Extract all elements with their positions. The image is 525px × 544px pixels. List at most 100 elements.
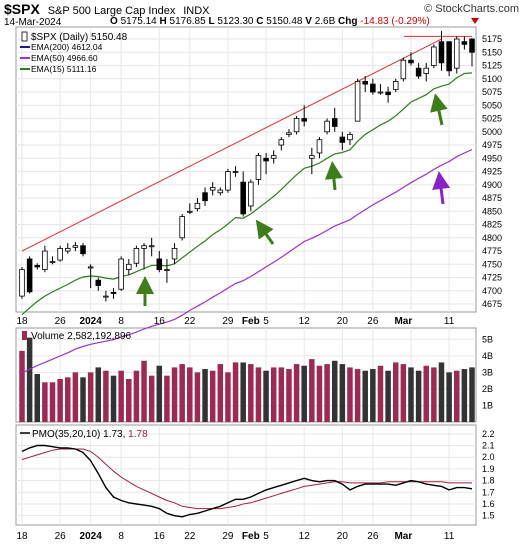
- volume-bar: [42, 382, 48, 422]
- candle-body: [64, 247, 71, 252]
- candle-body: [202, 192, 208, 202]
- price-tick-label: 4825: [482, 220, 502, 230]
- price-tick-label: 4950: [482, 153, 502, 163]
- volume-bar: [57, 378, 63, 422]
- pmo-lines: [21, 444, 473, 518]
- x-axis-label: 29: [222, 316, 234, 327]
- candle-body: [72, 245, 79, 248]
- brand-logo[interactable]: © StockCharts.com: [424, 3, 519, 15]
- volume-bar: [392, 362, 399, 422]
- legend-spx: $SPX (Daily) 5150.48: [31, 32, 128, 43]
- candle-body: [148, 245, 155, 248]
- volume-bar: [415, 370, 422, 422]
- candle-body: [103, 295, 109, 298]
- candle-body: [240, 181, 246, 215]
- volume-tick-label: 5B: [482, 334, 493, 344]
- price-tick-label: 5125: [482, 61, 502, 71]
- candle-body: [415, 67, 422, 77]
- candle-body: [392, 81, 399, 90]
- price-tick-label: 4750: [482, 259, 502, 269]
- price-tick-label: 5000: [482, 127, 502, 137]
- price-tick-label: 4700: [482, 286, 502, 296]
- volume-bar: [80, 377, 86, 422]
- price-tick-label: 4800: [482, 233, 502, 243]
- candle-swatch: [21, 31, 28, 42]
- volume-bar: [87, 372, 94, 422]
- index-name: S&P 500 Large Cap Index: [47, 5, 176, 17]
- candle-body: [126, 263, 132, 270]
- volume-bar: [370, 369, 376, 422]
- price-tick-label: 5075: [482, 87, 502, 97]
- candle-body: [217, 189, 224, 194]
- legend-ema50: EMA(50) 4966.60: [31, 53, 98, 63]
- volume-bar: [278, 367, 285, 422]
- x-axis-label: 16: [154, 531, 166, 542]
- price-tick-label: 4850: [482, 206, 502, 216]
- volume-bar: [461, 369, 468, 422]
- price-tick-label: 4675: [482, 299, 502, 309]
- volume-bar: [377, 365, 384, 422]
- candle-body: [156, 258, 163, 270]
- volume-bar: [347, 367, 353, 422]
- volume-bar: [34, 374, 40, 422]
- candle-body: [347, 134, 353, 141]
- price-tick-label: 5100: [482, 74, 502, 84]
- price-tick-label: 5050: [482, 100, 502, 110]
- high-value: 5176.85: [169, 16, 206, 27]
- volume-bar: [309, 359, 315, 422]
- x-axis-label: 18: [16, 531, 28, 542]
- rising-trendline: [21, 38, 442, 252]
- candle-body: [34, 264, 41, 268]
- candle-body: [423, 67, 430, 74]
- pmo-label: PMO(35,20,10) 1.73,: [32, 429, 125, 440]
- volume-swatch: [22, 331, 27, 340]
- volume-tick-label: 2B: [482, 384, 493, 394]
- x-axis-label: 22: [184, 531, 196, 542]
- ema50-line: [21, 148, 473, 374]
- legend-ema15: EMA(15) 5111.16: [31, 64, 97, 74]
- candle-body: [438, 41, 445, 64]
- volume-bar: [270, 367, 277, 422]
- candle-body: [316, 139, 323, 154]
- candle-body: [270, 155, 277, 159]
- pmo-signal-label: 1.78: [128, 429, 148, 440]
- candle-body: [194, 202, 201, 210]
- volume-bar: [65, 377, 71, 422]
- open-value: 5175.14: [120, 16, 157, 27]
- volume-bar: [385, 370, 391, 422]
- candle-body: [225, 171, 231, 191]
- close-value: 5150.48: [266, 16, 303, 27]
- volume-bar: [148, 375, 155, 422]
- pmo-panel: [15, 424, 477, 526]
- volume-bar: [316, 365, 323, 422]
- volume-tick-label: 1B: [482, 400, 493, 410]
- purple-arrow: [432, 171, 451, 205]
- candle-body: [171, 247, 178, 260]
- pmo-line: [21, 444, 473, 518]
- x-axis-label: Mar: [394, 316, 412, 327]
- candle-body: [232, 171, 239, 173]
- price-tick-label: 4725: [482, 273, 502, 283]
- volume-bar: [423, 365, 429, 422]
- x-axis-label: 29: [222, 531, 234, 542]
- volume-bar: [187, 367, 193, 422]
- price-tick-label: 5175: [482, 34, 502, 44]
- x-axis-label: 11: [444, 531, 455, 542]
- pmo-tick-label: 1.6: [482, 499, 495, 509]
- volume-bar: [171, 367, 178, 422]
- volume-bar: [141, 360, 147, 422]
- volume-bars: [19, 337, 475, 422]
- x-axis-label: Feb: [242, 531, 260, 542]
- volume-bar: [339, 364, 346, 422]
- candle-body: [49, 261, 56, 264]
- x-axis-label: 5: [263, 316, 269, 327]
- x-axis-label: 18: [16, 316, 28, 327]
- volume-bar: [118, 370, 124, 422]
- volume-bar: [400, 364, 407, 422]
- volume-bar: [469, 367, 475, 422]
- volume-legend: Volume 2,582,192,896: [22, 331, 132, 342]
- exchange: INDX: [183, 5, 210, 17]
- x-axis-label: 20: [337, 316, 349, 327]
- volume-bar: [431, 367, 437, 422]
